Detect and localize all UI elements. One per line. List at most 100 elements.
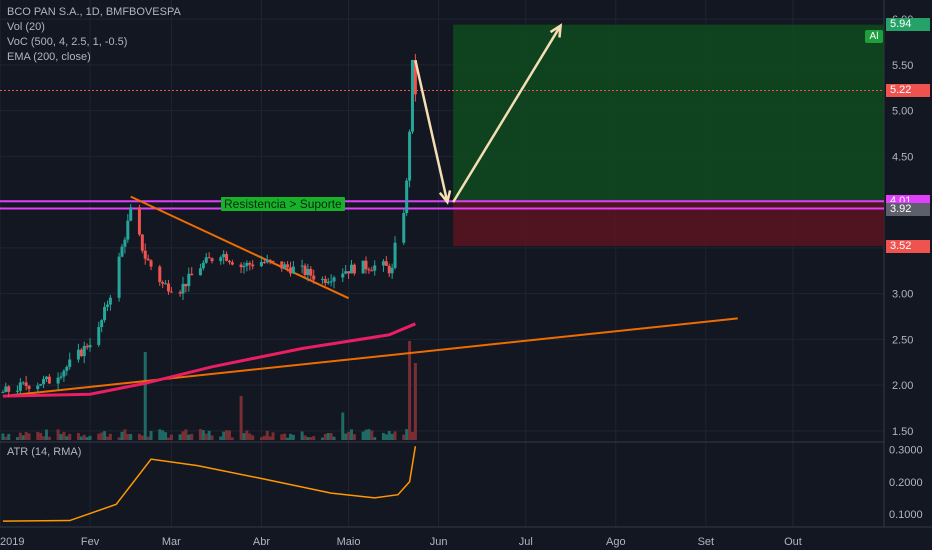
candle-body — [242, 265, 246, 268]
volume-indicator-label[interactable]: Vol (20) — [7, 21, 45, 33]
volume-bar — [187, 434, 191, 440]
voc-indicator-label[interactable]: VoC (500, 4, 2.5, 1, -0.5) — [7, 36, 128, 48]
volume-bar — [143, 352, 147, 440]
volume-bar — [300, 431, 304, 440]
candle-body — [262, 262, 266, 264]
volume-bar — [39, 432, 43, 440]
candle-body — [68, 359, 72, 367]
candle-body — [100, 320, 104, 328]
volume-bar — [120, 431, 124, 440]
candle-body — [161, 281, 165, 284]
volume-bar — [361, 431, 365, 440]
volume-bar — [76, 432, 80, 440]
volume-bar — [268, 436, 272, 440]
candle-body — [312, 275, 316, 280]
candle-body — [352, 264, 356, 274]
candle-body — [108, 297, 112, 305]
volume-bar — [79, 436, 83, 440]
candle-body — [347, 271, 351, 274]
volume-bar — [1, 433, 5, 440]
volume-bar — [323, 433, 327, 440]
candle-body — [248, 262, 252, 265]
candle-body — [42, 379, 46, 385]
volume-bar — [262, 435, 266, 440]
candle-body — [370, 270, 374, 272]
volume-bar — [201, 430, 205, 440]
volume-bar — [352, 434, 356, 440]
candle-body — [230, 262, 234, 265]
y-tick-label: 2.00 — [892, 380, 913, 392]
volume-bar — [137, 433, 141, 440]
annotation-label[interactable]: Resistencia > Suporte — [221, 197, 345, 211]
alert-badge[interactable]: Al — [865, 30, 883, 43]
candle-body — [291, 266, 295, 274]
volume-bar — [410, 431, 414, 440]
candle-body — [56, 377, 60, 384]
volume-bar — [405, 429, 409, 440]
candle-body — [27, 386, 31, 390]
volume-bar — [97, 433, 101, 440]
volume-bar — [117, 437, 121, 440]
volume-bar — [56, 429, 60, 440]
candle-body — [219, 257, 223, 262]
arrow-up-head — [549, 23, 563, 38]
candle-body — [169, 291, 173, 293]
candle-body — [408, 131, 412, 181]
horizontal-levels — [0, 90, 884, 210]
candle-body — [251, 264, 255, 267]
volume-bar — [207, 430, 211, 440]
candle-body — [204, 257, 208, 263]
volume-bar — [332, 436, 336, 440]
candle-body — [166, 283, 170, 292]
candle-body — [280, 261, 284, 269]
volume-bar — [291, 434, 295, 440]
candle-body — [120, 246, 124, 257]
candle-body — [123, 239, 127, 247]
volume-bar — [47, 436, 51, 440]
x-tick-label: Abr — [253, 536, 270, 548]
candle-body — [59, 376, 63, 378]
volume-bar — [225, 430, 229, 440]
candle-body — [306, 268, 310, 276]
volume-bar — [239, 396, 243, 440]
volume-bar — [4, 436, 8, 440]
candle-body — [15, 390, 19, 392]
volume-bar — [373, 437, 377, 440]
y-tick-label: 1.50 — [892, 426, 913, 438]
volume-bar — [161, 430, 165, 440]
candle-body — [149, 260, 153, 267]
symbol-title[interactable]: BCO PAN S.A., 1D, BMFBOVESPA — [7, 6, 181, 18]
candle-body — [384, 261, 388, 266]
candle-body — [76, 349, 80, 360]
volume-bar — [59, 434, 63, 440]
candle-body — [225, 254, 229, 261]
candle-body — [286, 264, 290, 268]
volume-bar — [27, 433, 31, 440]
candle-body — [198, 268, 202, 276]
x-tick-label: Ago — [606, 536, 626, 548]
x-tick-label: Mar — [162, 536, 181, 548]
candle-body — [349, 264, 353, 274]
ema-line — [2, 322, 416, 398]
volume-bar — [265, 430, 269, 440]
candle-body — [300, 265, 304, 267]
volume-bar — [408, 341, 412, 440]
candle-body — [47, 376, 51, 384]
trend-line-resistance — [130, 195, 349, 300]
ema-indicator-label[interactable]: EMA (200, close) — [7, 51, 91, 63]
candle-body — [393, 242, 397, 268]
candle-body — [332, 277, 336, 282]
projection-arrows — [414, 23, 563, 205]
candle-body — [7, 386, 11, 392]
volume-bar — [210, 435, 214, 440]
candle-body — [85, 346, 89, 348]
volume-bar — [105, 436, 109, 440]
atr-indicator-label[interactable]: ATR (14, RMA) — [7, 446, 82, 458]
x-tick-label: 2019 — [0, 536, 24, 548]
candle-body — [187, 273, 191, 287]
atr-pane — [2, 446, 417, 522]
volume-bar — [387, 430, 391, 440]
volume-bar — [320, 437, 324, 440]
volume-bar — [381, 432, 385, 440]
